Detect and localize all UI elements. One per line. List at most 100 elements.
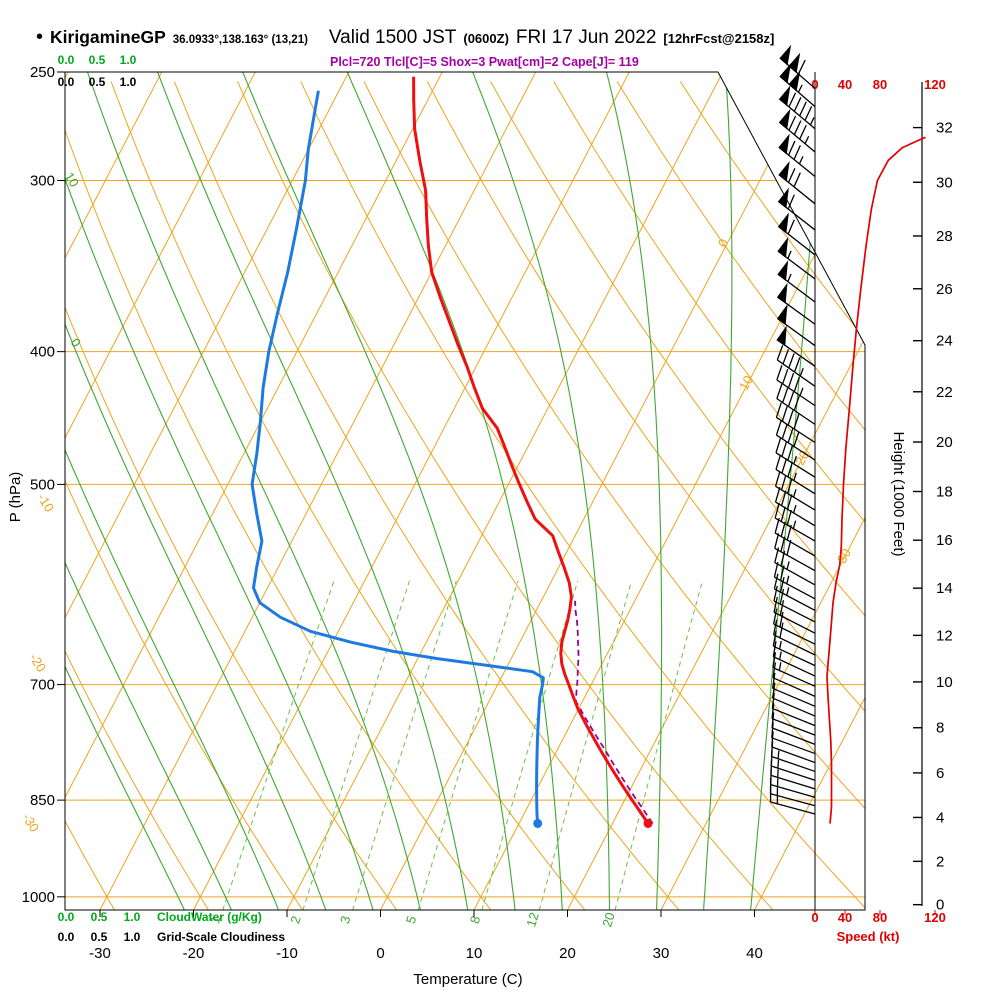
temperature-tick-label: -30 (89, 945, 111, 962)
station-bullet-icon: • (36, 26, 44, 48)
temperature-tick-label: 40 (746, 945, 763, 962)
pressure-axis: 250 300 400 500 700 850 1000 P (hPa) (7, 64, 65, 906)
pressure-tick-label: 850 (30, 792, 55, 809)
speed-axis: 0 0 40 40 80 80 120 120 Speed (kt) (811, 77, 945, 944)
cloudiness-scale-bottom: 0.0 (58, 930, 75, 944)
cloudiness-scale-bottom: 0.5 (91, 930, 108, 944)
height-tick-label: 28 (936, 228, 953, 245)
mixing-ratio-label: 2 (287, 914, 303, 925)
cloudwater-scale-bottom: 0.5 (91, 910, 108, 924)
adiabat-label: -30 (19, 811, 42, 835)
height-tick-label: 0 (936, 897, 944, 914)
height-tick-label: 8 (936, 720, 944, 737)
mixing-ratio-label: 20 (599, 911, 618, 929)
wind-barbs (769, 44, 816, 815)
temperature-tick-label: 30 (653, 945, 670, 962)
skewt-plot-area (65, 72, 865, 910)
mixing-ratio-label: 1 (207, 914, 223, 925)
speed-tick-bottom: 120 (924, 910, 946, 925)
height-tick-label: 6 (936, 765, 944, 782)
adiabat-label: 10 (62, 170, 82, 190)
mixing-ratio-lines (219, 580, 703, 910)
cloudwater-scale-top: 1.0 (120, 53, 137, 67)
cloudwater-label: CloudWater (g/Kg) (157, 910, 262, 924)
plot-border (64, 71, 866, 911)
speed-tick-bottom: 80 (873, 910, 887, 925)
cloudiness-scale-bottom: 1.0 (124, 930, 141, 944)
height-tick-label: 14 (936, 580, 953, 597)
dry-adiabat-lines (65, 81, 865, 910)
wind-speed-curve (826, 136, 926, 824)
mixing-ratio-label: 3 (337, 914, 353, 925)
temperature-curve (412, 76, 650, 825)
temperature-axis: -30 -20 -10 0 10 20 30 40 Temperature (C) (89, 910, 763, 988)
dewpoint-curve (250, 90, 545, 824)
mixing-ratio-label: 5 (403, 914, 419, 925)
temperature-tick-label: 20 (559, 945, 576, 962)
mixing-ratio-label: 8 (467, 914, 483, 925)
cloudwater-scale-bottom: 1.0 (124, 910, 141, 924)
valid-time: Valid 1500 JST (328, 27, 457, 48)
speed-tick-bottom: 40 (838, 910, 852, 925)
height-tick-label: 20 (936, 434, 953, 451)
isotherm-label: 30 (834, 546, 854, 566)
forecast-tag: [12hrFcst@2158z] (663, 31, 775, 46)
surface-dewpoint-dot (533, 818, 543, 828)
height-tick-label: 24 (936, 333, 953, 350)
cloudwater-scale-top: 0.0 (58, 53, 75, 67)
moist-adiabat-lines (65, 72, 823, 910)
speed-axis-title: Speed (kt) (837, 929, 900, 944)
mixing-ratio-label: 12 (523, 911, 542, 929)
height-tick-label: 30 (936, 174, 953, 191)
speed-tick-top: 0 (811, 77, 818, 92)
pressure-tick-label: 500 (30, 476, 55, 493)
cloudwater-scale-top: 0.5 (89, 53, 106, 67)
valid-zulu: (0600Z) (463, 31, 509, 46)
adiabat-label: -20 (26, 651, 49, 675)
isotherm-lines (65, 72, 865, 910)
isotherm-label: 0 (715, 236, 732, 249)
height-tick-label: 26 (936, 281, 953, 298)
speed-tick-top: 120 (924, 77, 946, 92)
height-tick-label: 10 (936, 674, 953, 691)
cloudwater-scale-bottom: 0.0 (58, 910, 75, 924)
height-tick-label: 4 (936, 809, 944, 826)
height-tick-label: 12 (936, 627, 953, 644)
pressure-tick-label: 700 (30, 677, 55, 694)
isotherm-label: 20 (792, 448, 812, 468)
temperature-tick-label: 10 (466, 945, 483, 962)
surface-temp-dot (643, 818, 653, 828)
speed-tick-top: 80 (873, 77, 887, 92)
pressure-tick-label: 300 (30, 172, 55, 189)
pressure-tick-label: 250 (30, 64, 55, 81)
height-tick-label: 2 (936, 853, 944, 870)
speed-tick-top: 40 (838, 77, 852, 92)
temperature-axis-title: Temperature (C) (413, 971, 522, 988)
height-tick-label: 22 (936, 384, 953, 401)
temperature-tick-label: 0 (376, 945, 384, 962)
station-name: KirigamineGP (50, 27, 166, 47)
temperature-tick-label: -20 (183, 945, 205, 962)
height-tick-label: 32 (936, 120, 953, 137)
height-tick-label: 16 (936, 532, 953, 549)
cloudiness-label: Grid-Scale Cloudiness (157, 930, 285, 944)
cloudiness-scale-top: 1.0 (120, 75, 137, 89)
parcel-curve (574, 600, 654, 825)
cloud-scales: 0.0 0.0 0.0 0.0 0.5 0.5 0.5 0.5 1.0 1.0 1.0 1.0 Clou… (58, 53, 286, 944)
station-coords: 36.0933°,138.163° (13,21) (172, 34, 308, 46)
height-axis-title: Height (1000 Feet) (890, 431, 907, 556)
temperature-tick-label: -10 (276, 945, 298, 962)
chart-title: • KirigamineGP 36.0933°,138.163° (13,21)… (36, 27, 774, 49)
isotherm-label: 10 (736, 373, 756, 393)
stability-indices: Plcl=720 Tlcl[C]=5 Shox=3 Pwat[cm]=2 Cap… (330, 55, 639, 69)
valid-date: FRI 17 Jun 2022 (515, 27, 657, 48)
height-tick-label: 18 (936, 484, 953, 501)
pressure-tick-label: 1000 (22, 889, 55, 906)
pressure-tick-label: 400 (30, 344, 55, 361)
cloudiness-scale-top: 0.0 (58, 75, 75, 89)
pressure-axis-title: P (hPa) (7, 472, 24, 523)
